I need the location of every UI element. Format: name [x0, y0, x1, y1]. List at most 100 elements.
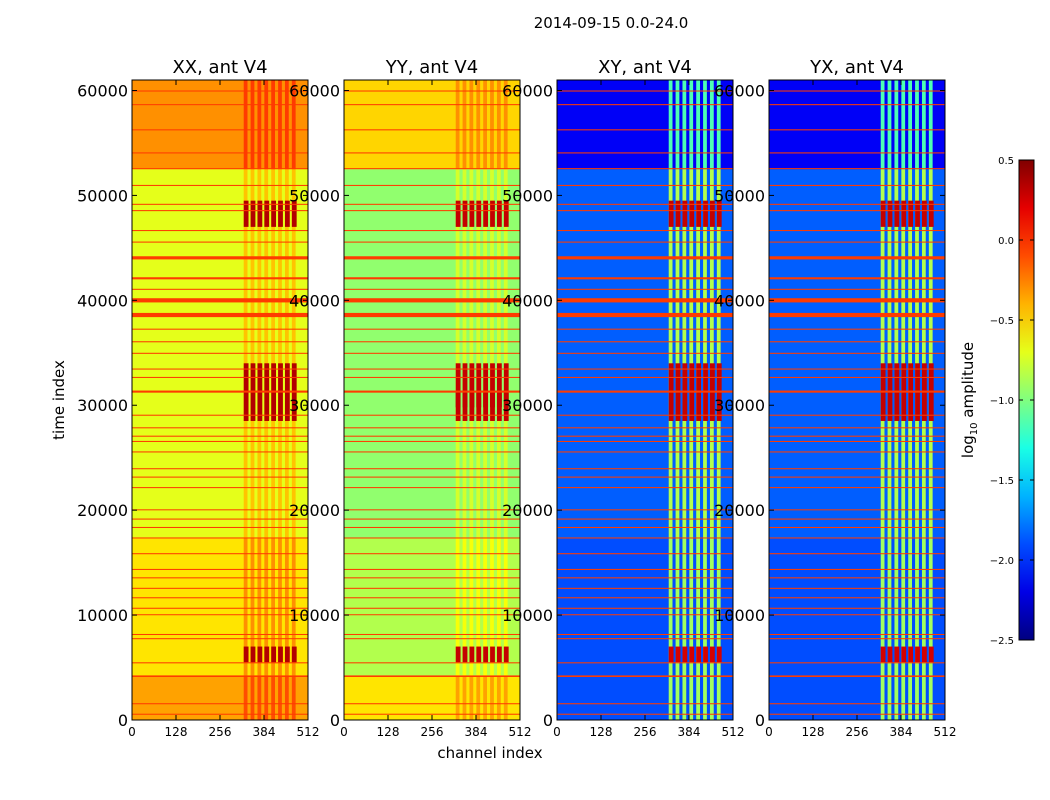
flagged-band — [557, 277, 733, 280]
active-channel-stripe — [503, 675, 508, 720]
active-channel-stripe — [476, 675, 481, 720]
flagged-band — [557, 210, 733, 212]
flagged-band — [769, 414, 945, 416]
flagged-band — [344, 241, 520, 243]
flagged-band — [769, 203, 945, 205]
burst-cell — [915, 200, 920, 227]
flagged-band — [769, 90, 945, 92]
burst-cell — [496, 200, 502, 227]
flagged-band — [344, 414, 520, 416]
colorbar-tick-label: −2.0 — [990, 556, 1014, 567]
active-channel-stripe — [496, 538, 501, 676]
flagged-band — [557, 414, 733, 416]
active-channel-stripe — [264, 538, 269, 676]
flagged-band — [132, 607, 308, 609]
flagged-band — [132, 537, 308, 539]
flagged-band — [557, 509, 733, 511]
flagged-band — [557, 230, 733, 232]
burst-cell — [709, 646, 715, 663]
burst-cell — [894, 200, 900, 227]
y-tick-label: 40000 — [502, 291, 553, 310]
active-channel-stripe — [703, 538, 707, 720]
flagged-band — [132, 675, 308, 677]
flagged-band — [344, 526, 520, 528]
flagged-band — [557, 713, 733, 715]
flagged-band — [769, 638, 945, 640]
flagged-band — [557, 90, 733, 92]
flagged-band — [557, 288, 733, 290]
heatmap-image — [132, 80, 308, 720]
y-tick-label: 20000 — [714, 501, 765, 520]
y-tick-label: 30000 — [502, 396, 553, 415]
y-tick-label: 40000 — [714, 291, 765, 310]
flagged-band — [557, 487, 733, 489]
colorbar-tick-label: −2.5 — [990, 636, 1014, 647]
burst-cell — [894, 646, 900, 663]
burst-cell — [469, 646, 475, 663]
burst-cell — [887, 646, 893, 663]
flagged-band — [132, 288, 308, 290]
burst-cell — [689, 646, 695, 663]
flagged-band — [769, 288, 945, 290]
flagged-band — [344, 288, 520, 290]
active-channel-stripe — [675, 80, 680, 170]
flagged-band — [344, 210, 520, 212]
flagged-band — [769, 328, 945, 330]
flagged-band — [769, 440, 945, 442]
flagged-band — [132, 597, 308, 599]
burst-cell — [675, 200, 681, 227]
flagged-band — [132, 277, 308, 280]
x-tick-label: 256 — [634, 725, 657, 739]
flagged-band — [557, 568, 733, 570]
burst-cell — [476, 646, 482, 663]
x-tick-label: 128 — [590, 725, 613, 739]
y-tick-label: 10000 — [77, 606, 128, 625]
flagged-band — [132, 152, 308, 154]
flagged-band — [344, 256, 520, 260]
y-tick-label: 30000 — [77, 396, 128, 415]
flagged-band — [769, 104, 945, 106]
active-channel-stripe — [490, 675, 494, 720]
burst-cell — [257, 200, 263, 227]
burst-cell — [483, 646, 489, 663]
flagged-band — [344, 104, 520, 106]
y-tick-label: 30000 — [289, 396, 340, 415]
active-channel-stripe — [915, 538, 919, 720]
y-tick-label: 60000 — [502, 81, 553, 100]
flagged-band — [769, 607, 945, 609]
flagged-band — [344, 468, 520, 470]
burst-cell — [271, 646, 277, 663]
flagged-band — [769, 152, 945, 154]
active-channel-stripe — [483, 80, 487, 170]
burst-cell — [490, 646, 495, 663]
flagged-band — [557, 256, 733, 260]
colorbar-label: log10 amplitude — [959, 342, 980, 458]
y-tick-label: 50000 — [289, 186, 340, 205]
burst-cell — [901, 646, 907, 663]
flagged-band — [769, 577, 945, 579]
flagged-band — [557, 341, 733, 343]
flagged-band — [769, 352, 945, 354]
flagged-band — [557, 476, 733, 478]
flagged-band — [132, 468, 308, 470]
flagged-band — [769, 468, 945, 470]
burst-cell — [928, 646, 934, 663]
active-channel-stripe — [716, 538, 721, 720]
flagged-band — [132, 341, 308, 343]
active-channel-stripe — [908, 80, 912, 170]
active-channel-stripe — [483, 538, 487, 676]
burst-cell — [703, 200, 708, 227]
flagged-band — [132, 104, 308, 106]
burst-cell — [455, 646, 461, 663]
x-tick-label: 0 — [553, 725, 561, 739]
flagged-band — [132, 587, 308, 589]
flagged-band — [344, 577, 520, 579]
active-channel-stripe — [696, 80, 700, 170]
x-tick-label: 0 — [765, 725, 773, 739]
flagged-band — [769, 633, 945, 636]
active-channel-stripe — [496, 80, 501, 170]
burst-cell — [291, 200, 297, 227]
active-channel-stripe — [243, 538, 248, 676]
burst-cell — [915, 646, 920, 663]
y-tick-label: 0 — [543, 711, 553, 730]
